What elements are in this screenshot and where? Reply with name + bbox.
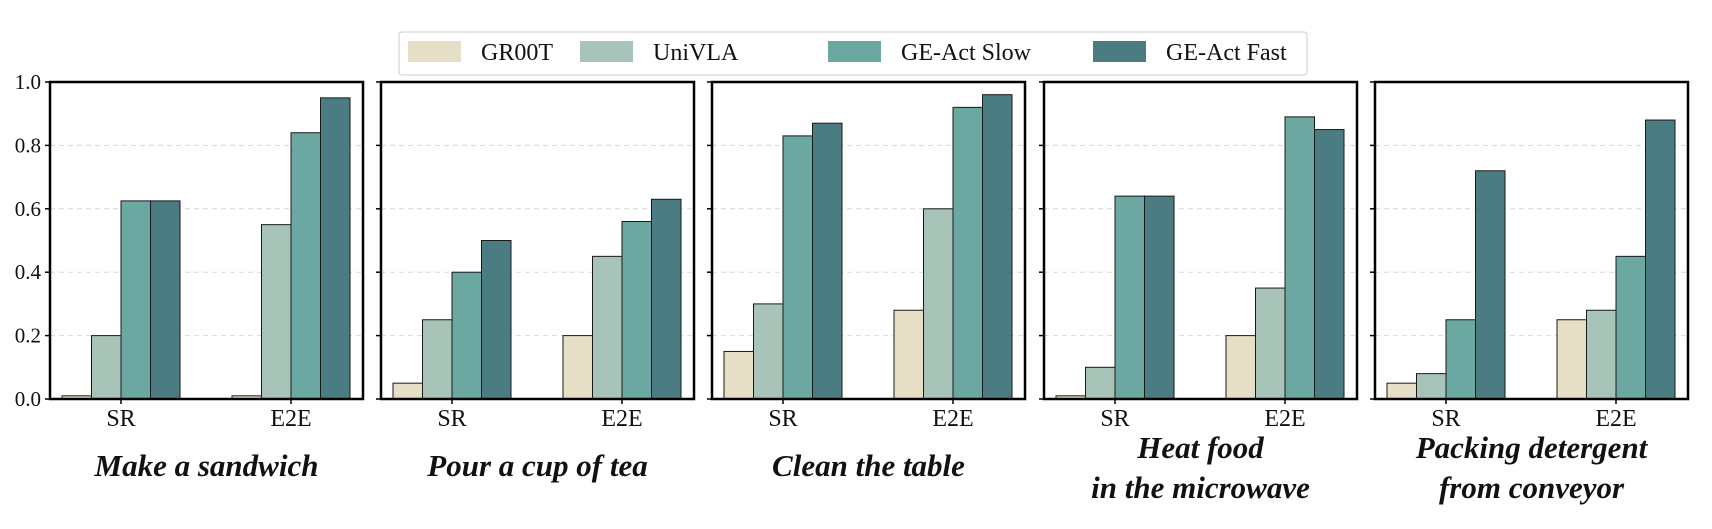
- y-tick-label: 1.0: [15, 70, 41, 94]
- bar-univla-e2e: [923, 208, 954, 400]
- y-tick-label: 0.8: [15, 133, 41, 157]
- bar-ge-act-slow-sr: [782, 135, 813, 400]
- panel-2: SR E2E Pour a cup of tea: [376, 80, 696, 483]
- bar-ge-act-fast-sr: [812, 122, 843, 400]
- bar-ge-act-slow-e2e: [621, 220, 652, 400]
- legend-swatch-ge-act-slow: [828, 41, 881, 62]
- bar-gr00t-sr: [1386, 382, 1417, 400]
- panel-title: from conveyor: [1439, 470, 1625, 505]
- x-tick-label-e2e: E2E: [1595, 406, 1636, 432]
- bar-univla-e2e: [592, 255, 623, 400]
- bar-ge-act-fast-e2e: [982, 94, 1013, 400]
- bar-ge-act-fast-sr: [1475, 170, 1506, 400]
- bar-univla-sr: [753, 303, 784, 400]
- bar-ge-act-slow-e2e: [952, 106, 983, 400]
- bar-ge-act-fast-e2e: [651, 198, 682, 400]
- bar-ge-act-slow-e2e: [290, 132, 321, 400]
- bar-univla-e2e: [1255, 287, 1286, 400]
- bar-ge-act-slow-sr: [451, 271, 482, 400]
- panel-title: Packing detergent: [1415, 430, 1649, 465]
- legend: GR00T UniVLA GE-Act Slow GE-Act Fast: [398, 31, 1308, 76]
- x-tick-label-sr: SR: [1431, 406, 1460, 432]
- bar-ge-act-slow-e2e: [1284, 116, 1315, 400]
- legend-label-ge-act-slow: GE-Act Slow: [901, 40, 1032, 66]
- legend-swatch-gr00t: [408, 41, 461, 62]
- bar-ge-act-fast-e2e: [1314, 129, 1345, 400]
- panel-3: SR E2E Clean the table: [707, 80, 1027, 483]
- bar-gr00t-sr: [392, 382, 423, 400]
- legend-swatch-univla: [580, 41, 633, 62]
- panel-frame: [379, 80, 696, 401]
- bar-gr00t-e2e: [893, 309, 924, 400]
- bar-univla-sr: [1085, 366, 1116, 400]
- bar-ge-act-slow-sr: [1114, 195, 1145, 400]
- panel-title: Pour a cup of tea: [426, 448, 647, 483]
- bar-gr00t-e2e: [1556, 319, 1587, 400]
- bar-univla-sr: [1416, 373, 1447, 400]
- y-tick-label: 0.4: [15, 260, 42, 284]
- panel-frame: [1373, 80, 1690, 401]
- x-tick-label-sr: SR: [1100, 406, 1129, 432]
- x-tick-label-sr: SR: [437, 406, 466, 432]
- panel-title: Heat food: [1136, 430, 1264, 465]
- bar-ge-act-slow-sr: [120, 200, 151, 400]
- panel-title: Make a sandwich: [94, 448, 319, 483]
- panel-frame: [710, 80, 1027, 401]
- bar-ge-act-fast-e2e: [1645, 119, 1676, 400]
- x-tick-label-e2e: E2E: [601, 406, 642, 432]
- bar-univla-e2e: [1586, 309, 1617, 400]
- bar-ge-act-slow-e2e: [1615, 255, 1646, 400]
- bar-ge-act-slow-sr: [1445, 319, 1476, 400]
- x-tick-label-e2e: E2E: [932, 406, 973, 432]
- y-tick-label: 0.0: [15, 387, 41, 411]
- x-tick-label-e2e: E2E: [270, 406, 311, 432]
- panel-title: in the microwave: [1091, 470, 1310, 505]
- legend-label-gr00t: GR00T: [481, 40, 553, 66]
- bar-ge-act-fast-sr: [1144, 195, 1175, 400]
- x-tick-label-sr: SR: [768, 406, 797, 432]
- x-tick-label-e2e: E2E: [1264, 406, 1305, 432]
- bar-ge-act-fast-sr: [481, 240, 512, 400]
- legend-label-univla: UniVLA: [653, 40, 739, 66]
- legend-swatch-ge-act-fast: [1093, 41, 1146, 62]
- bar-univla-sr: [91, 335, 122, 400]
- bar-ge-act-fast-e2e: [320, 97, 351, 400]
- y-tick-label: 0.2: [15, 324, 41, 348]
- panel-frame: [1042, 80, 1359, 401]
- bar-univla-sr: [422, 319, 453, 400]
- panel-frame: [48, 80, 365, 401]
- legend-label-ge-act-fast: GE-Act Fast: [1166, 40, 1287, 66]
- bar-gr00t-sr: [723, 350, 754, 400]
- x-tick-label-sr: SR: [106, 406, 135, 432]
- panel-title: Clean the table: [772, 448, 965, 483]
- bar-univla-e2e: [261, 224, 292, 400]
- bar-gr00t-e2e: [562, 335, 593, 400]
- panel-1: 0.0 0.2 0.4 0.6 0.8 1.0 SR E2E Make a sandwich: [15, 70, 365, 483]
- y-tick-label: 0.6: [15, 197, 41, 221]
- bar-gr00t-e2e: [1225, 335, 1256, 400]
- bar-ge-act-fast-sr: [150, 200, 181, 400]
